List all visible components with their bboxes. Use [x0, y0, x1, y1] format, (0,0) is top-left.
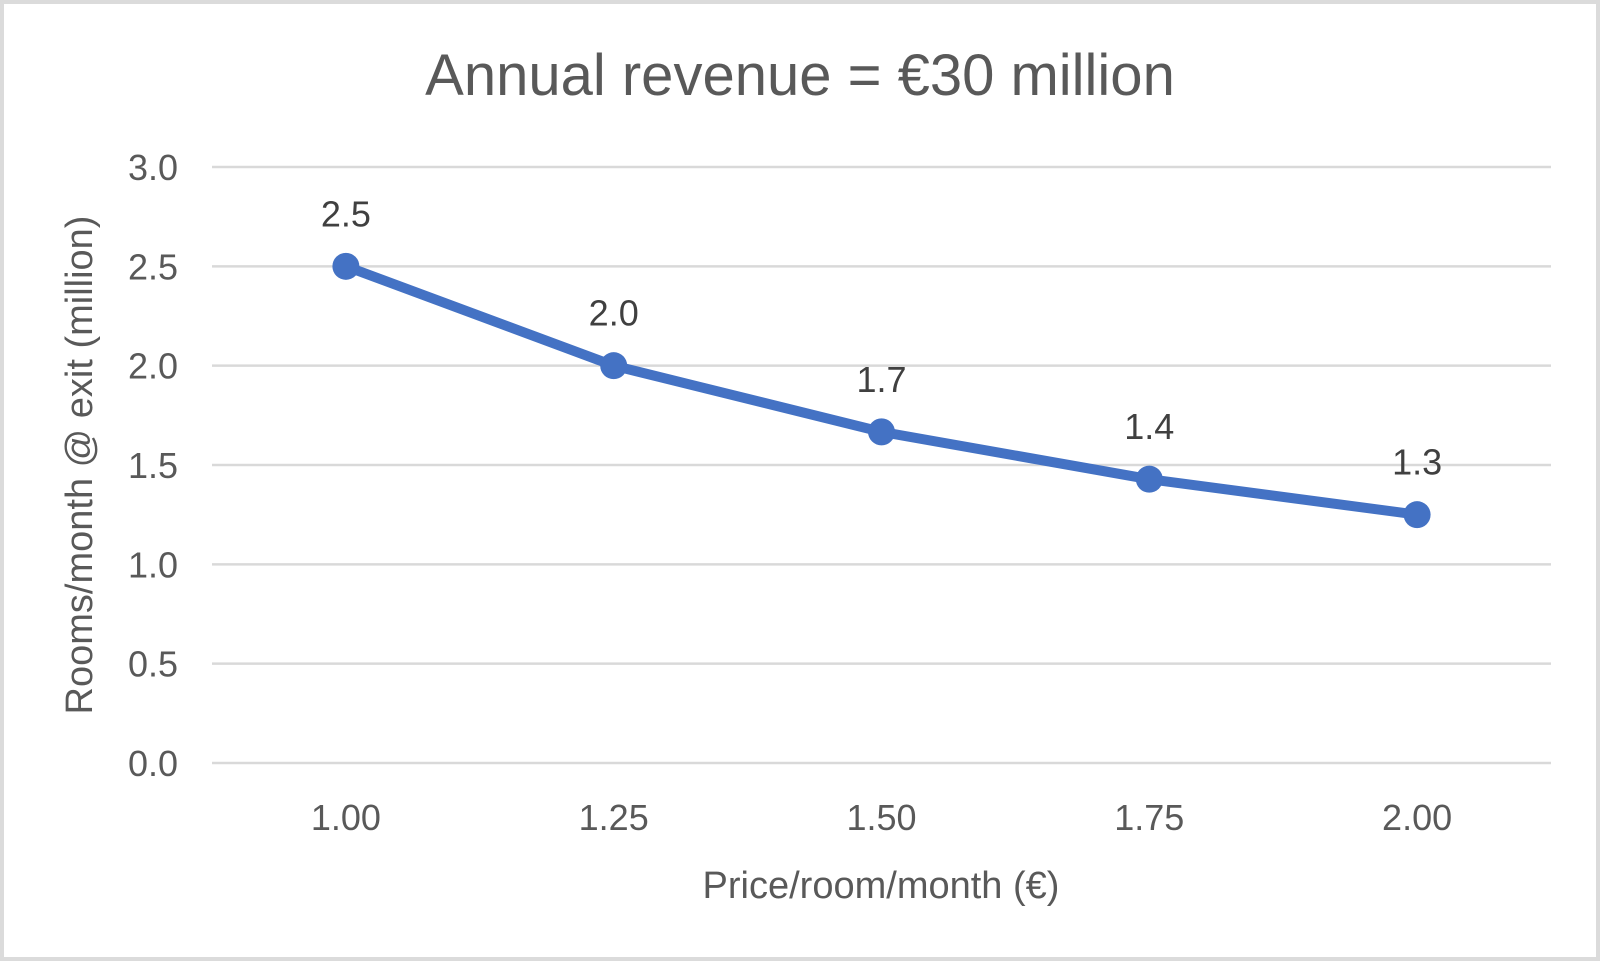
x-tick-label: 2.00 [1382, 797, 1452, 838]
x-axis-title: Price/room/month (€) [703, 865, 1060, 907]
data-label: 1.3 [1392, 442, 1442, 483]
y-tick-label: 1.5 [128, 445, 178, 486]
data-point [600, 352, 628, 380]
y-tick-label: 1.0 [128, 544, 178, 585]
x-tick-label: 1.50 [846, 797, 916, 838]
y-tick-label: 0.0 [128, 743, 178, 784]
data-point [1135, 465, 1163, 493]
y-axis-tick-labels: 0.0 0.5 1.0 1.5 2.0 2.5 3.0 [128, 147, 178, 784]
y-axis-title: Rooms/month @ exit (million) [59, 216, 101, 715]
x-tick-label: 1.00 [311, 797, 381, 838]
x-axis-tick-labels: 1.00 1.25 1.50 1.75 2.00 [311, 797, 1452, 838]
data-label: 2.0 [589, 293, 639, 334]
line-series-group [332, 252, 1431, 529]
x-tick-label: 1.75 [1114, 797, 1184, 838]
y-tick-label: 0.5 [128, 644, 178, 685]
data-label: 2.5 [321, 193, 371, 234]
data-point [868, 418, 895, 446]
chart-title: Annual revenue = €30 million [425, 43, 1175, 108]
data-point [1403, 501, 1431, 529]
y-tick-label: 3.0 [128, 147, 178, 188]
data-label: 1.4 [1124, 406, 1174, 447]
data-point [332, 252, 360, 280]
gridlines-group [212, 165, 1551, 765]
x-tick-label: 1.25 [579, 797, 649, 838]
y-tick-label: 2.5 [128, 246, 178, 287]
data-labels-group: 2.5 2.0 1.7 1.4 1.3 [321, 193, 1442, 482]
data-label: 1.7 [856, 359, 906, 400]
y-tick-label: 2.0 [128, 346, 178, 387]
